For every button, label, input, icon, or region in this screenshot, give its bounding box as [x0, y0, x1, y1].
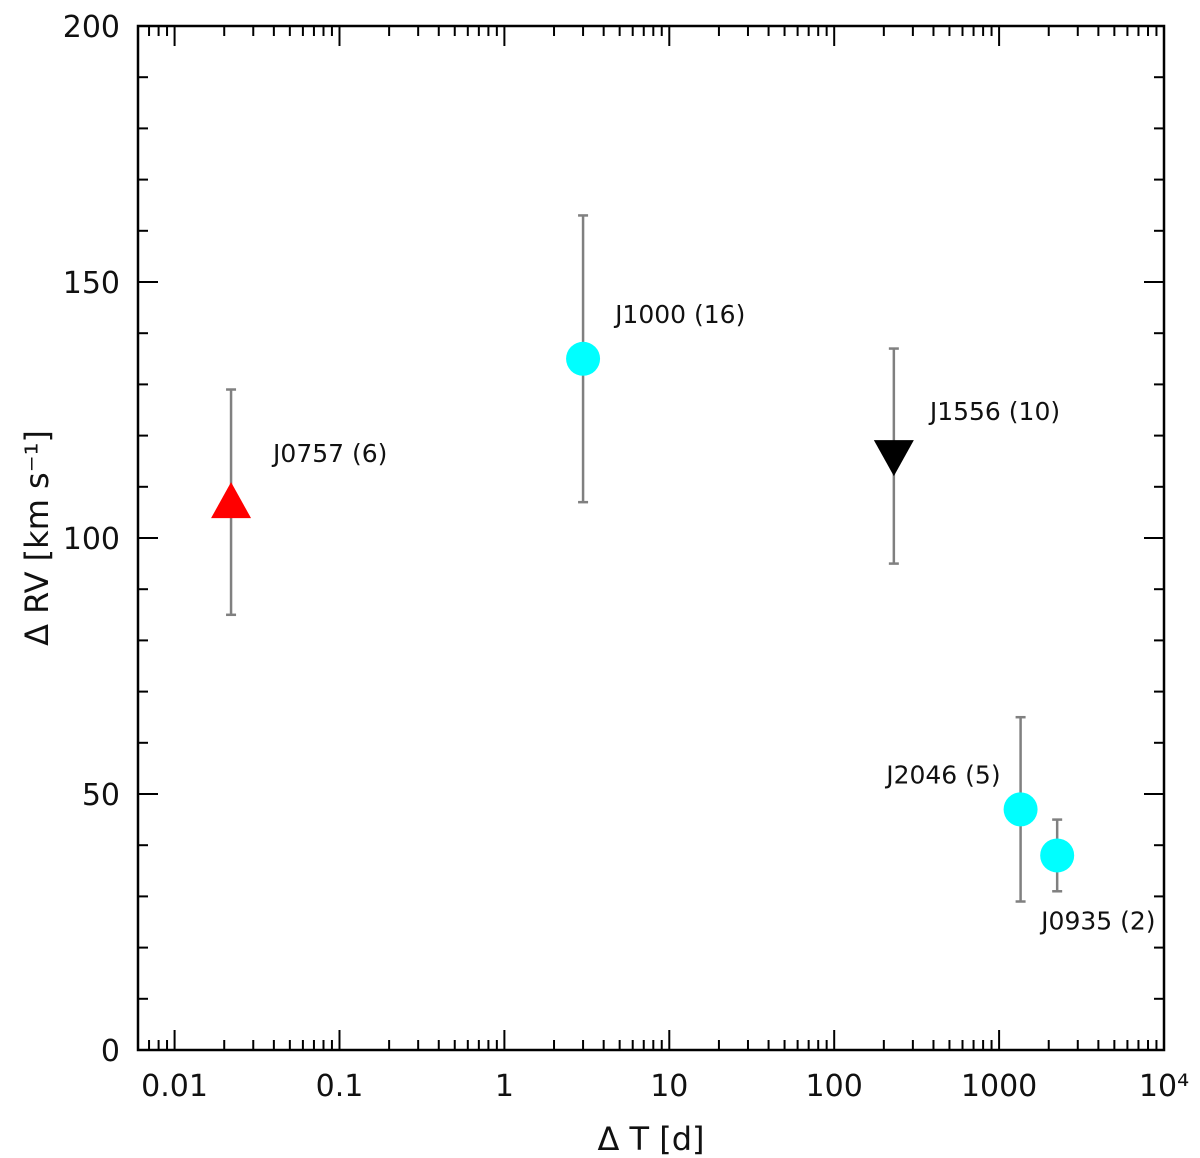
data-point: [873, 440, 914, 477]
point-annotation: J2046 (5): [884, 760, 1000, 789]
point-annotation: J0935 (2): [1039, 906, 1155, 935]
y-tick-label: 50: [82, 778, 120, 813]
y-tick-label: 0: [101, 1034, 120, 1069]
x-tick-label: 1: [495, 1069, 514, 1104]
x-tick-label: 0.01: [141, 1069, 208, 1104]
plot-frame: [136, 24, 1166, 1052]
x-tick-label: 0.1: [316, 1069, 364, 1104]
point-annotation: J1556 (10): [928, 397, 1060, 426]
data-point: [1040, 838, 1075, 873]
data-point: [1003, 792, 1038, 827]
x-tick-label: 10⁴: [1139, 1069, 1189, 1104]
y-tick-label: 150: [63, 266, 120, 301]
x-axis-label: Δ T [d]: [597, 1120, 704, 1158]
x-tick-label: 10: [650, 1069, 688, 1104]
x-tick-label: 100: [806, 1069, 863, 1104]
data-point: [211, 482, 252, 519]
y-tick-label: 100: [63, 522, 120, 557]
x-tick-label: 1000: [961, 1069, 1037, 1104]
y-axis-label: Δ RV [km s⁻¹]: [18, 430, 56, 646]
y-tick-label: 200: [63, 10, 120, 45]
point-annotation: J0757 (6): [271, 439, 387, 468]
data-point: [566, 341, 601, 376]
point-annotation: J1000 (16): [613, 300, 745, 329]
